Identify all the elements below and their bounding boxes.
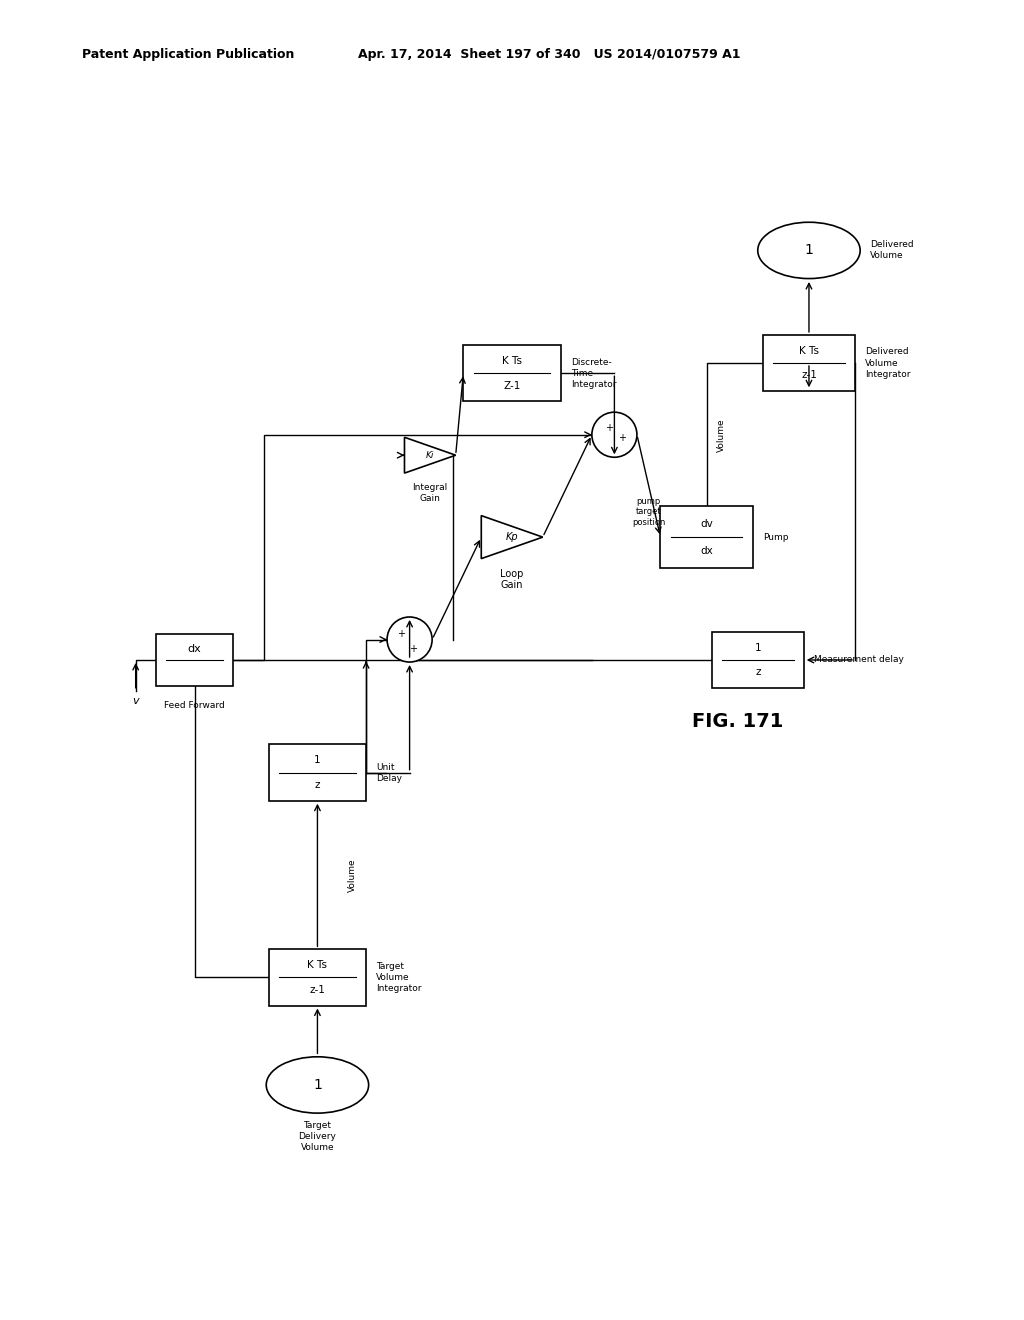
FancyBboxPatch shape	[268, 744, 367, 801]
FancyBboxPatch shape	[268, 949, 367, 1006]
Text: Integral
Gain: Integral Gain	[413, 483, 447, 503]
Text: Target
Delivery
Volume: Target Delivery Volume	[299, 1121, 336, 1152]
Text: z-1: z-1	[309, 985, 326, 995]
Text: K Ts: K Ts	[502, 356, 522, 366]
Text: Feed Forward: Feed Forward	[164, 701, 225, 710]
FancyBboxPatch shape	[463, 345, 561, 401]
Polygon shape	[404, 437, 456, 473]
Text: 1: 1	[755, 643, 761, 652]
Text: Kp: Kp	[506, 532, 518, 543]
Text: dv: dv	[700, 519, 713, 528]
Circle shape	[387, 616, 432, 663]
FancyBboxPatch shape	[712, 632, 804, 688]
Text: Apr. 17, 2014  Sheet 197 of 340   US 2014/0107579 A1: Apr. 17, 2014 Sheet 197 of 340 US 2014/0…	[358, 48, 741, 61]
Text: Delivered
Volume: Delivered Volume	[870, 240, 914, 260]
Text: Volume: Volume	[717, 418, 726, 451]
FancyBboxPatch shape	[156, 635, 232, 685]
Text: K Ts: K Ts	[307, 960, 328, 970]
Text: Unit
Delay: Unit Delay	[377, 763, 402, 783]
Polygon shape	[481, 516, 543, 558]
Text: dx: dx	[700, 545, 713, 556]
Text: Patent Application Publication: Patent Application Publication	[82, 48, 294, 61]
Text: Volume: Volume	[348, 858, 357, 892]
Text: 1: 1	[313, 1078, 322, 1092]
FancyBboxPatch shape	[763, 335, 855, 391]
Text: FIG. 171: FIG. 171	[691, 711, 783, 731]
Text: pump
target
position: pump target position	[632, 498, 666, 527]
Text: Measurement delay: Measurement delay	[814, 656, 904, 664]
Text: Pump: Pump	[763, 532, 788, 541]
Text: z: z	[314, 780, 321, 791]
Text: +: +	[605, 422, 613, 433]
Text: z-1: z-1	[801, 371, 817, 380]
Text: +: +	[397, 630, 406, 639]
Text: Ki: Ki	[426, 450, 434, 459]
Text: Delivered
Volume
Integrator: Delivered Volume Integrator	[865, 347, 910, 379]
Text: dx: dx	[187, 644, 202, 653]
Text: v: v	[132, 696, 139, 706]
FancyBboxPatch shape	[660, 507, 753, 568]
Text: Target
Volume
Integrator: Target Volume Integrator	[377, 962, 422, 993]
Text: Z-1: Z-1	[504, 380, 520, 391]
Text: z: z	[755, 668, 761, 677]
Ellipse shape	[758, 222, 860, 279]
Text: +: +	[409, 644, 417, 653]
Circle shape	[592, 412, 637, 457]
Ellipse shape	[266, 1057, 369, 1113]
Text: +: +	[617, 433, 626, 442]
Text: Loop
Gain: Loop Gain	[501, 569, 523, 590]
Text: 1: 1	[314, 755, 321, 766]
Text: Discrete-
Time
Integrator: Discrete- Time Integrator	[571, 358, 616, 389]
Text: 1: 1	[805, 243, 813, 257]
Text: K Ts: K Ts	[799, 346, 819, 355]
